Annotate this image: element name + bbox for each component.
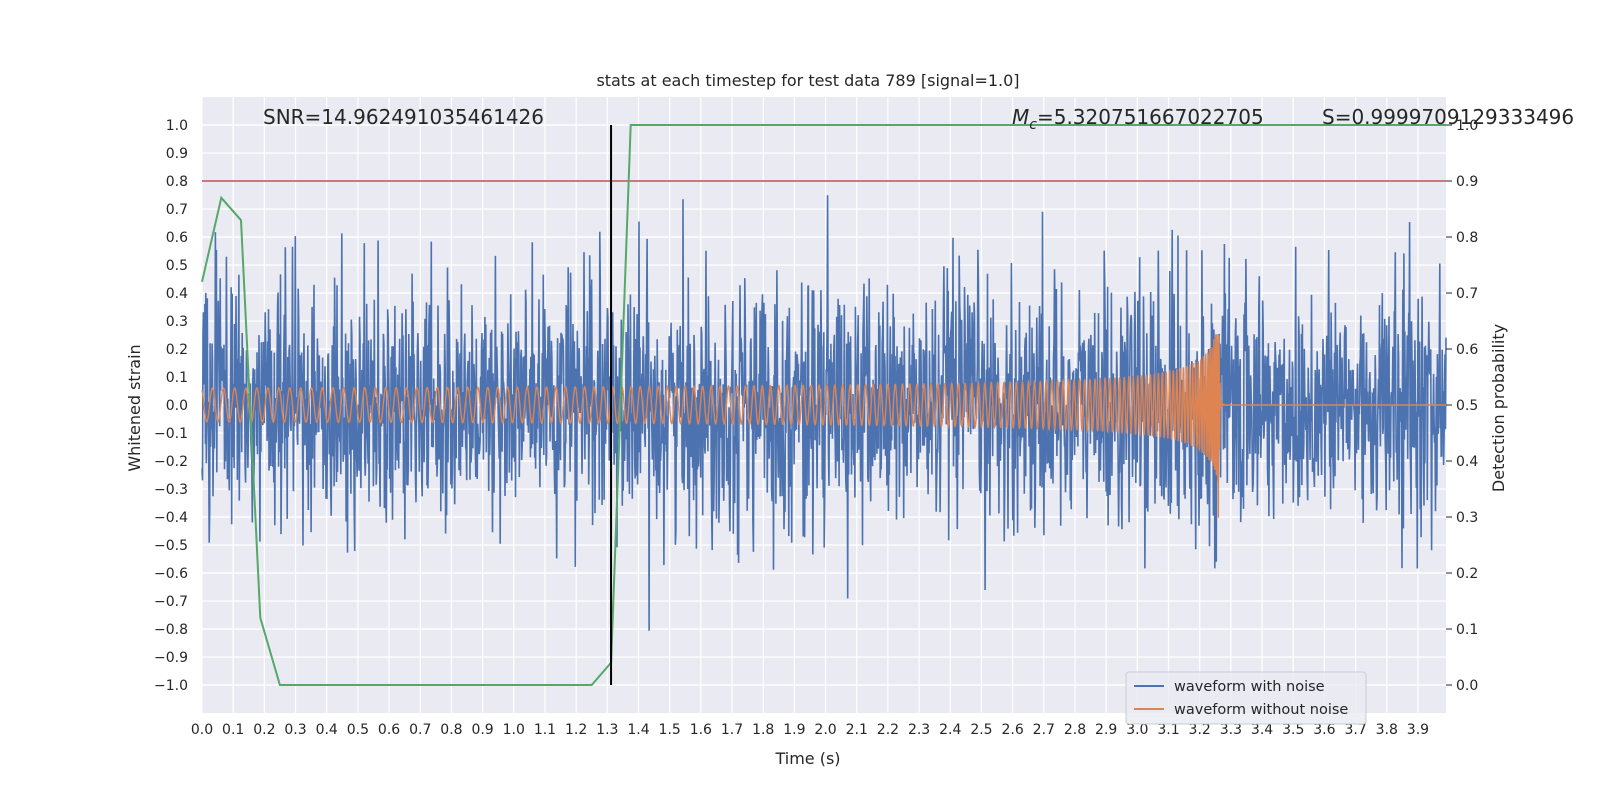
- y-tick-label: −0.5: [154, 538, 188, 554]
- x-tick-label: 1.2: [565, 722, 587, 738]
- chirp-mass-subscript: c: [1029, 117, 1037, 133]
- x-tick-label: 1.4: [627, 722, 649, 738]
- y-tick-label: 0.4: [166, 286, 188, 302]
- x-tick-label: 2.0: [814, 722, 836, 738]
- x-tick-label: 1.8: [752, 722, 774, 738]
- y-tick-label: 0.9: [166, 146, 188, 162]
- y2-tick-label: 0.2: [1456, 566, 1478, 582]
- y2-tick-label: 0.8: [1456, 230, 1478, 246]
- x-tick-label: 1.3: [596, 722, 618, 738]
- chirp-mass-annotation: Mc=5.320751667022705: [1012, 105, 1264, 133]
- x-tick-label: 3.8: [1376, 722, 1398, 738]
- x-tick-label: 0.0: [191, 722, 213, 738]
- x-tick-label: 1.5: [659, 722, 681, 738]
- x-tick-label: 3.1: [1157, 722, 1179, 738]
- chirp-mass-symbol: M: [1012, 105, 1029, 129]
- y-tick-label: 0.8: [166, 174, 188, 190]
- x-tick-label: 3.6: [1313, 722, 1335, 738]
- x-tick-label: 3.9: [1407, 722, 1429, 738]
- x-tick-label: 3.7: [1344, 722, 1366, 738]
- x-tick-label: 3.4: [1251, 722, 1273, 738]
- x-tick-label: 3.5: [1282, 722, 1304, 738]
- x-tick-label: 2.4: [939, 722, 961, 738]
- x-tick-label: 1.7: [721, 722, 743, 738]
- x-tick-label: 3.0: [1126, 722, 1148, 738]
- x-tick-label: 3.2: [1189, 722, 1211, 738]
- series-waveform-without-noise: [201, 334, 1446, 518]
- chart-title: stats at each timestep for test data 789…: [596, 71, 1019, 90]
- x-tick-label: 1.0: [503, 722, 525, 738]
- legend: waveform with noise waveform without noi…: [1125, 671, 1367, 725]
- x-tick-label: 2.1: [846, 722, 868, 738]
- plot-area: [201, 97, 1447, 713]
- y2-tick-label: 0.4: [1456, 454, 1478, 470]
- y-tick-label: 0.1: [166, 370, 188, 386]
- y-tick-label: −0.4: [154, 510, 188, 526]
- x-tick-label: 1.6: [690, 722, 712, 738]
- y-tick-label: −0.3: [154, 482, 188, 498]
- x-tick-label: 0.3: [284, 722, 306, 738]
- x-tick-label: 2.5: [970, 722, 992, 738]
- y2-tick-label: 0.9: [1456, 174, 1478, 190]
- x-tick-label: 2.6: [1001, 722, 1023, 738]
- y-tick-label: −0.9: [154, 650, 188, 666]
- y-tick-label: −0.1: [154, 426, 188, 442]
- y2-tick-label: 0.6: [1456, 342, 1478, 358]
- x-tick-label: 0.4: [316, 722, 338, 738]
- y-tick-label: −0.8: [154, 622, 188, 638]
- y2-tick-label: 0.1: [1456, 622, 1478, 638]
- x-tick-label: 0.7: [409, 722, 431, 738]
- legend-label-clean: waveform without noise: [1174, 702, 1348, 718]
- y-tick-label: −0.6: [154, 566, 188, 582]
- x-tick-label: 2.7: [1033, 722, 1055, 738]
- x-tick-label: 2.2: [877, 722, 899, 738]
- y-tick-label: 0.0: [166, 398, 188, 414]
- x-tick-label: 0.6: [378, 722, 400, 738]
- y-axis-label: Whitened strain: [125, 344, 144, 471]
- x-tick-label: 0.9: [471, 722, 493, 738]
- y2-tick-label: 0.7: [1456, 286, 1478, 302]
- y-tick-label: −0.2: [154, 454, 188, 470]
- x-tick-label: 0.5: [347, 722, 369, 738]
- y-tick-label: 1.0: [166, 118, 188, 134]
- legend-label-noise: waveform with noise: [1174, 679, 1325, 695]
- x-tick-label: 1.9: [783, 722, 805, 738]
- x-tick-label: 0.8: [440, 722, 462, 738]
- y-tick-label: 0.7: [166, 202, 188, 218]
- x-tick-label: 1.1: [534, 722, 556, 738]
- x-axis-label: Time (s): [774, 749, 840, 768]
- snr-annotation: SNR=14.962491035461426: [263, 105, 544, 129]
- legend-box: [1125, 671, 1367, 725]
- series-detection-probability: [201, 124, 1446, 686]
- y2-tick-label: 0.3: [1456, 510, 1478, 526]
- x-tick-label: 2.3: [908, 722, 930, 738]
- x-tick-label: 0.1: [222, 722, 244, 738]
- y-tick-label: 0.2: [166, 342, 188, 358]
- y-tick-label: −0.7: [154, 594, 188, 610]
- x-tick-label: 2.8: [1064, 722, 1086, 738]
- x-tick-label: 0.2: [253, 722, 275, 738]
- x-tick-label: 2.9: [1095, 722, 1117, 738]
- y-tick-label: 0.6: [166, 230, 188, 246]
- y2-axis-label: Detection probability: [1489, 324, 1508, 492]
- y-tick-label: 0.3: [166, 314, 188, 330]
- y-tick-label: −1.0: [154, 678, 188, 694]
- y2-tick-label: 1.0: [1456, 118, 1478, 134]
- y-tick-label: 0.5: [166, 258, 188, 274]
- chirp-mass-value: =5.320751667022705: [1037, 105, 1264, 129]
- y2-tick-label: 0.5: [1456, 398, 1478, 414]
- y2-tick-label: 0.0: [1456, 678, 1478, 694]
- x-tick-label: 3.3: [1220, 722, 1242, 738]
